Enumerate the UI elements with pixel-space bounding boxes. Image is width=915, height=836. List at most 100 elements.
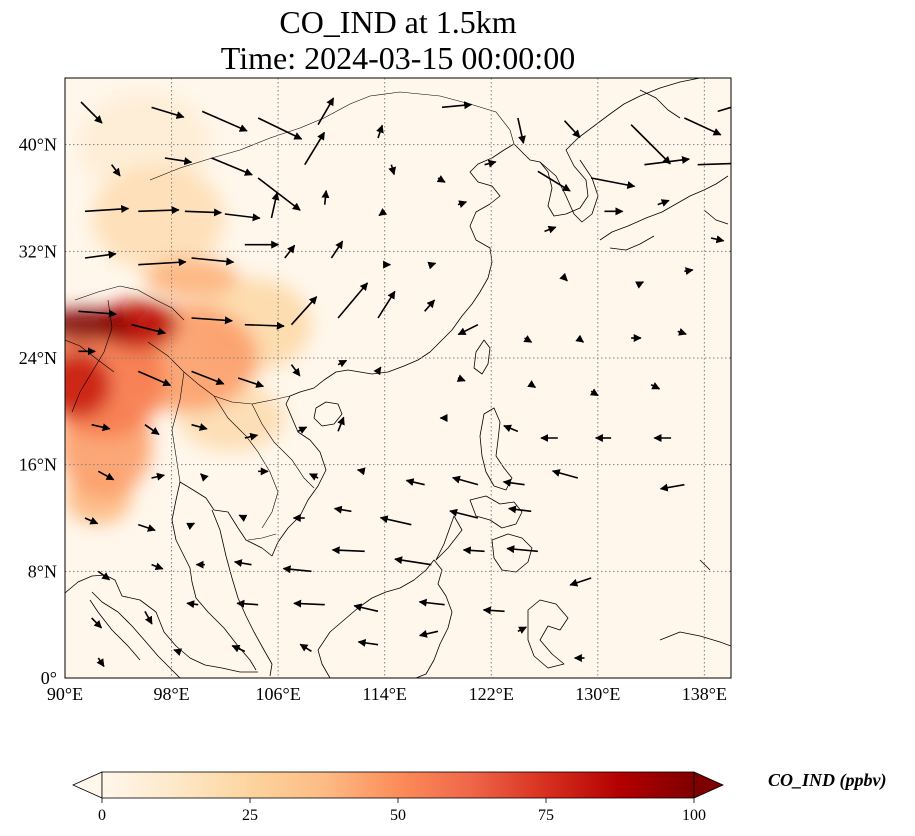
coastline-korea (539, 159, 599, 223)
wind-arrow (353, 603, 379, 613)
wind-arrow (517, 626, 527, 634)
wind-arrow (293, 599, 325, 608)
wind-arrow (424, 299, 436, 312)
concentration-plume (98, 300, 179, 349)
x-tick-label: 98°E (153, 684, 189, 704)
map-area (65, 78, 731, 678)
wind-arrow (110, 164, 121, 177)
wind-arrow (96, 657, 105, 668)
concentration-plume (144, 258, 239, 298)
map-frame (64, 77, 732, 679)
wind-arrow (418, 630, 439, 638)
wind-arrow (231, 645, 246, 653)
wind-arrow (200, 473, 209, 482)
y-axis-ticks: 0° 8°N 16°N 24°N 32°N 40°N (19, 135, 57, 688)
wind-arrow (508, 505, 532, 514)
wind-arrow (78, 309, 117, 318)
wind-arrow (284, 244, 296, 259)
wind-arrow (697, 159, 731, 168)
y-tick-label: 16°N (19, 455, 57, 475)
y-tick-label: 8°N (28, 561, 57, 581)
wind-arrow (544, 225, 557, 234)
y-tick-label: 32°N (19, 241, 57, 261)
x-tick-label: 122°E (469, 684, 514, 704)
wind-arrow (684, 267, 694, 276)
coastline-taiwan (473, 339, 491, 375)
wind-arrow (388, 164, 397, 176)
wind-arrow (333, 505, 352, 514)
wind-arrow (456, 374, 466, 382)
wind-arrow (357, 638, 379, 647)
wind-arrow (331, 546, 365, 555)
wind-arrow (551, 469, 579, 479)
wind-arrow (191, 423, 208, 431)
coastline-mindanao (491, 533, 533, 573)
wind-arrow (84, 250, 117, 259)
wind-arrow (91, 423, 111, 432)
wind-arrow (97, 470, 115, 481)
wind-arrow (191, 257, 235, 266)
wind-arrow (137, 370, 172, 387)
wind-arrow (482, 606, 505, 615)
wind-arrow (321, 189, 330, 205)
map-time-subtitle: Time: 2024-03-15 00:00:00 (220, 40, 576, 76)
x-tick-label: 106°E (256, 684, 301, 704)
colorbar-tick-label: 0 (98, 807, 106, 824)
wind-arrow (379, 515, 412, 526)
wind-arrow (330, 240, 344, 259)
wind-arrow (569, 577, 592, 587)
wind-arrow (717, 106, 731, 113)
wind-arrow (131, 323, 166, 336)
wind-arrow (462, 546, 485, 555)
wind-arrow (270, 192, 280, 219)
wind-arrow (537, 170, 571, 192)
wind-arrow (457, 323, 479, 336)
wind-arrow (91, 617, 103, 629)
wind-arrow (503, 424, 519, 433)
wind-arrow (376, 124, 384, 139)
colorbar-extend-max (693, 771, 724, 799)
wind-arrow (590, 177, 636, 189)
wind-arrow (517, 117, 526, 144)
x-tick-label: 114°E (362, 684, 407, 704)
wind-arrow (589, 388, 599, 397)
wind-arrow (427, 261, 437, 270)
wind-arrow (308, 473, 319, 481)
wind-arrow (138, 523, 156, 532)
wind-arrow (559, 272, 568, 282)
wind-arrow (144, 424, 160, 436)
wind-arrow (630, 124, 671, 165)
concentration-plume (65, 308, 132, 341)
wind-arrow (97, 570, 111, 581)
wind-arrow (144, 610, 153, 625)
wind-arrow (317, 97, 335, 126)
wind-arrow (297, 426, 308, 434)
colorbar-tick-label: 75 (538, 807, 554, 824)
wind-arrow (457, 200, 468, 208)
coastline-philippines-visayas (435, 495, 523, 561)
wind-vectors (78, 97, 731, 668)
wind-arrow (337, 359, 348, 368)
wind-arrow (244, 432, 259, 441)
wind-arrow (506, 545, 538, 554)
wind-arrow (527, 380, 537, 389)
wind-arrow (233, 559, 252, 567)
wind-arrow (449, 508, 479, 519)
colorbar-ticks: 0 25 50 75 100 (98, 798, 706, 824)
map-title: CO_IND at 1.5km (279, 4, 517, 40)
y-tick-label: 40°N (19, 135, 57, 155)
wind-arrow (502, 478, 525, 487)
colorbar: 0 25 50 75 100 CO_IND (ppbv) (72, 770, 887, 824)
wind-arrow (644, 155, 691, 166)
wind-arrow (138, 206, 180, 215)
wind-arrow (186, 522, 196, 531)
colorbar-label: CO_IND (ppbv) (768, 770, 887, 791)
wind-arrow (451, 475, 479, 486)
wind-arrow (299, 643, 312, 653)
wind-arrow (191, 370, 225, 386)
wind-arrow (677, 328, 687, 336)
coastline-sumatra (89, 591, 181, 678)
gridlines (65, 78, 731, 678)
wind-arrow (710, 235, 725, 244)
